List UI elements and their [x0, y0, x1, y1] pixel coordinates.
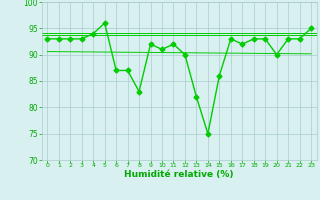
X-axis label: Humidité relative (%): Humidité relative (%): [124, 170, 234, 179]
